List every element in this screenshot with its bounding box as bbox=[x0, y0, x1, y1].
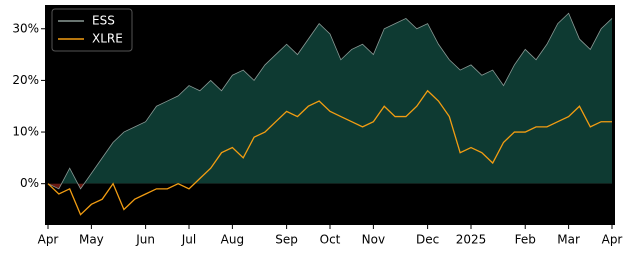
x-tick-label: Feb bbox=[515, 233, 536, 247]
x-tick-label: Sep bbox=[275, 233, 298, 247]
legend-box bbox=[51, 8, 133, 52]
x-tick-label: 2025 bbox=[456, 233, 487, 247]
x-tick-label: Apr bbox=[602, 233, 623, 247]
legend-label: XLRE bbox=[92, 32, 123, 46]
line bbox=[47, 89, 612, 216]
x-tick-label: Mar bbox=[557, 233, 580, 247]
x-tick-label: Apr bbox=[38, 233, 59, 247]
y-tick-label: 30% bbox=[12, 21, 39, 35]
x-tick-label: Jul bbox=[181, 233, 196, 247]
area-positive bbox=[48, 13, 612, 184]
legend-label: ESS bbox=[92, 14, 115, 28]
x-tick-label: Oct bbox=[320, 233, 341, 247]
x-tick-label: Nov bbox=[362, 233, 385, 247]
y-tick-label: 20% bbox=[12, 73, 39, 87]
x-tick-label: Aug bbox=[221, 233, 244, 247]
x-tick-label: Dec bbox=[416, 233, 439, 247]
line bbox=[47, 12, 613, 190]
y-tick-label: 0% bbox=[20, 176, 39, 190]
x-tick-label: Jun bbox=[135, 233, 155, 247]
x-tick-label: May bbox=[79, 233, 104, 247]
y-tick-label: 10% bbox=[12, 125, 39, 139]
